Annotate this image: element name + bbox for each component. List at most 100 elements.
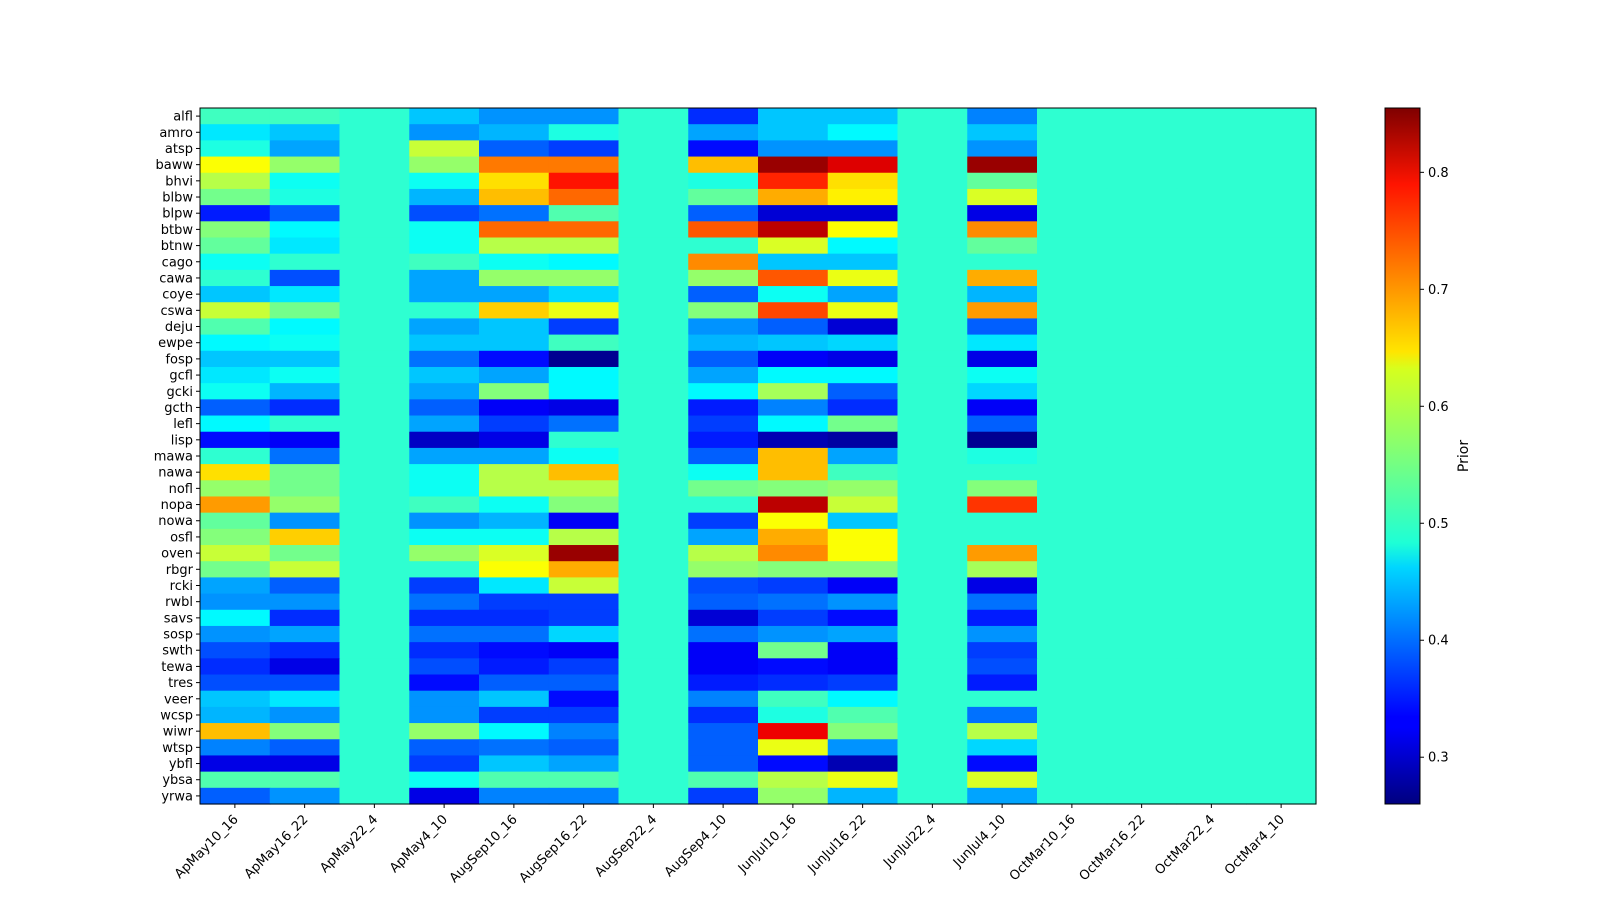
heatmap-cell [548, 496, 620, 514]
heatmap-cell [1037, 723, 1108, 740]
heatmap-cell [409, 383, 480, 400]
heatmap-cell [967, 706, 1038, 724]
heatmap-cell [688, 350, 759, 368]
heatmap-cell [618, 431, 689, 449]
heatmap-cell [200, 642, 271, 659]
y-tick-label: bhvi [165, 174, 193, 189]
heatmap-cell [967, 674, 1038, 692]
heatmap-cell [1176, 561, 1247, 578]
y-tick-label: wtsp [162, 741, 193, 756]
heatmap-cell [1106, 286, 1178, 303]
heatmap-cell [1176, 221, 1247, 239]
heatmap-cell [409, 286, 480, 303]
heatmap-cell [1246, 140, 1317, 158]
heatmap-cell [618, 415, 689, 433]
heatmap-cell [688, 205, 759, 222]
heatmap-cell [200, 706, 271, 724]
heatmap-cell [688, 577, 759, 595]
heatmap-cell [548, 739, 620, 757]
heatmap-cell [1037, 625, 1108, 643]
heatmap-cell [827, 350, 899, 368]
heatmap-cell [1176, 286, 1247, 303]
heatmap-cell [409, 577, 480, 595]
heatmap-cell [827, 172, 899, 190]
heatmap-cell [1037, 658, 1108, 676]
heatmap-cell [1246, 625, 1317, 643]
heatmap-cell [269, 496, 341, 514]
heatmap-cell [269, 302, 341, 320]
heatmap-cell [897, 431, 968, 449]
heatmap-cell [827, 706, 899, 724]
heatmap-cell [200, 302, 271, 320]
heatmap-cell [618, 350, 689, 368]
heatmap-cell [409, 172, 480, 190]
y-tick-label: btnw [161, 239, 194, 254]
heatmap-cell [479, 205, 550, 222]
heatmap-cell [688, 253, 759, 271]
heatmap-cell [339, 771, 410, 789]
heatmap-cell [1176, 577, 1247, 595]
heatmap-cell [1037, 399, 1108, 417]
heatmap-cell [897, 545, 968, 562]
heatmap-cell [1176, 658, 1247, 676]
heatmap-cell [967, 205, 1038, 222]
heatmap-cell [827, 755, 899, 773]
heatmap-cell [1176, 237, 1247, 255]
heatmap-cell [1037, 350, 1108, 368]
heatmap-cell [339, 205, 410, 222]
heatmap-cell [758, 690, 829, 708]
heatmap-cell [339, 221, 410, 239]
heatmap-cell [1246, 658, 1317, 676]
heatmap-cell [618, 205, 689, 222]
heatmap-cell [409, 399, 480, 417]
heatmap-cell [409, 205, 480, 222]
heatmap-cell [1246, 755, 1317, 773]
heatmap-cell [479, 755, 550, 773]
heatmap-cell [758, 496, 829, 514]
heatmap-cell [409, 723, 480, 740]
heatmap-cell [548, 431, 620, 449]
heatmap-cell [688, 399, 759, 417]
heatmap-cell [1176, 156, 1247, 174]
heatmap-cell [1176, 706, 1247, 724]
heatmap-cell [479, 690, 550, 708]
heatmap-cell [1246, 350, 1317, 368]
heatmap-cell [269, 787, 341, 805]
x-tick-label: OctMar22_4 [1152, 812, 1218, 878]
x-tick-label: JunJul22_4 [880, 812, 939, 871]
heatmap-cell [967, 528, 1038, 546]
heatmap-cell [1246, 690, 1317, 708]
heatmap-cell [409, 464, 480, 481]
heatmap-cell [897, 415, 968, 433]
heatmap-cell [1106, 609, 1178, 627]
heatmap-cell [1246, 124, 1317, 141]
heatmap-cell [269, 723, 341, 740]
heatmap-cell [409, 561, 480, 578]
heatmap-cell [1176, 723, 1247, 740]
heatmap-cell [827, 771, 899, 789]
heatmap-cell [827, 318, 899, 336]
heatmap-cell [409, 658, 480, 676]
heatmap-cell [688, 755, 759, 773]
heatmap-cell [548, 156, 620, 174]
heatmap-cell [409, 350, 480, 368]
heatmap-cell [967, 156, 1038, 174]
heatmap-cell [548, 528, 620, 546]
heatmap-cell [1106, 787, 1178, 805]
heatmap-cell [967, 269, 1038, 287]
heatmap-cell [897, 334, 968, 352]
heatmap-cell [967, 140, 1038, 158]
heatmap-cell [618, 221, 689, 239]
heatmap-cell [548, 690, 620, 708]
heatmap-cell [269, 771, 341, 789]
heatmap-cell [827, 188, 899, 206]
heatmap-cell [1106, 755, 1178, 773]
heatmap-cell [479, 172, 550, 190]
heatmap-cell [1176, 188, 1247, 206]
heatmap-cell [967, 755, 1038, 773]
heatmap-cell [688, 706, 759, 724]
heatmap-cell [618, 625, 689, 643]
heatmap-cell [827, 787, 899, 805]
heatmap-cell [548, 464, 620, 481]
heatmap-cell [200, 383, 271, 400]
